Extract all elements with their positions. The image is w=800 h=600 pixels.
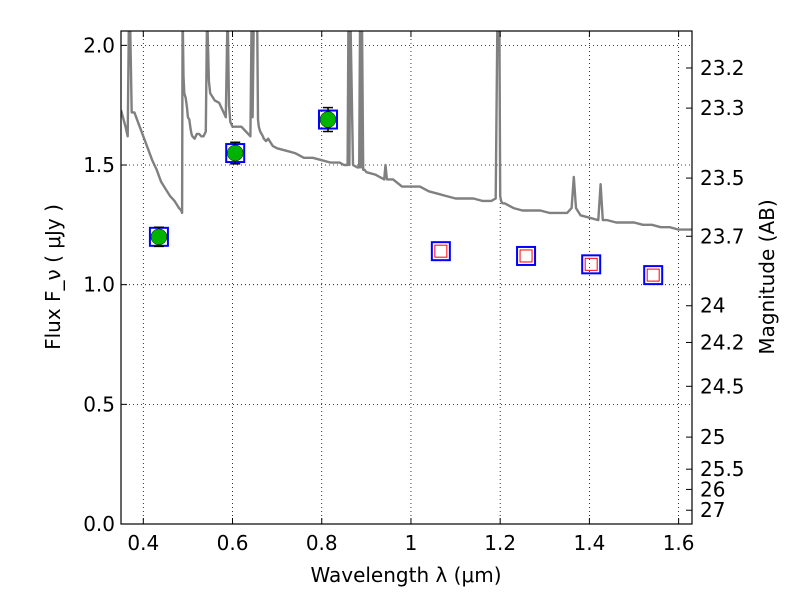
photometry-points [148, 106, 664, 286]
observed-point [319, 111, 337, 128]
x-tick-label: 1 [405, 531, 418, 555]
right-tick-label: 25 [700, 425, 725, 449]
x-tick-label: 0.6 [217, 531, 249, 555]
observed-point [150, 228, 168, 246]
model-point [643, 265, 664, 286]
right-tick-label: 24.2 [700, 330, 745, 354]
right-tick-label: 23.3 [700, 96, 745, 120]
right-tick-label: 27 [700, 498, 725, 522]
model-spectrum [121, 31, 692, 231]
model-point [516, 245, 537, 266]
axis-ticks: 0.4 0.6 0.8 1 1.2 1.4 1.6 0.0 0.5 1.0 1.5 2.0 23.2 23… [83, 31, 745, 555]
predicted-point [584, 257, 598, 271]
right-tick-label: 23.7 [700, 224, 745, 248]
y-axis-title: Flux F_ν ( μJy ) [41, 204, 65, 350]
right-tick-label: 24.5 [700, 374, 745, 398]
spectrum-line [121, 31, 692, 231]
x-tick-label: 1.4 [573, 531, 605, 555]
predicted-point [519, 249, 533, 263]
x-tick-label: 0.4 [127, 531, 159, 555]
y-tick-label: 2.0 [83, 33, 115, 57]
model-point [581, 254, 602, 275]
predicted-point [646, 268, 660, 282]
y-tick-label: 0.0 [83, 512, 115, 536]
predicted-point [434, 244, 448, 258]
right-tick-label: 23.5 [700, 166, 745, 190]
y-tick-label: 0.5 [83, 392, 115, 416]
model-point [430, 241, 451, 262]
x-tick-label: 1.6 [663, 531, 695, 555]
right-axis-title: Magnitude (AB) [755, 199, 779, 354]
x-tick-label: 1.2 [484, 531, 516, 555]
x-tick-label: 0.8 [306, 531, 338, 555]
x-axis-title: Wavelength λ (μm) [310, 563, 501, 587]
right-tick-label: 24 [700, 294, 725, 318]
y-tick-label: 1.5 [83, 153, 115, 177]
right-tick-label: 26 [700, 477, 725, 501]
observed-point [226, 144, 244, 162]
right-tick-label: 25.5 [700, 457, 745, 481]
y-tick-label: 1.0 [83, 273, 115, 297]
right-tick-label: 23.2 [700, 56, 745, 80]
plot-frame [120, 30, 693, 525]
